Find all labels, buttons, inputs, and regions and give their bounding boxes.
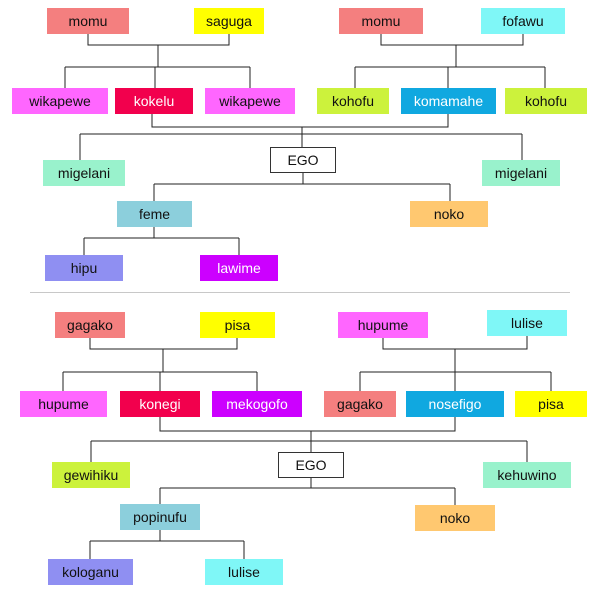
kin-node-m: nosefigo	[406, 391, 504, 417]
kin-node-fz1: hupume	[20, 391, 107, 417]
kin-node-fm: pisa	[200, 312, 275, 338]
kin-node-gc2: lulise	[205, 559, 283, 585]
connector-line	[87, 34, 230, 46]
kin-node-sibl: migelani	[43, 160, 125, 186]
kin-node-gc1: kologanu	[48, 559, 133, 585]
kin-node-fz1: wikapewe	[12, 88, 108, 114]
kin-node-c1: feme	[117, 201, 192, 227]
connector-line	[380, 34, 524, 46]
kin-node-sibr: kehuwino	[483, 462, 571, 488]
kin-node-fm: saguga	[194, 8, 264, 34]
kin-node-fz2: wikapewe	[205, 88, 295, 114]
kin-node-sibl: gewihiku	[52, 462, 130, 488]
kin-node-mb2: kohofu	[505, 88, 587, 114]
kin-node-mf: hupume	[338, 312, 428, 338]
kin-node-m: komamahe	[401, 88, 496, 114]
kin-node-ego: EGO	[270, 147, 336, 173]
kin-node-c1: popinufu	[120, 504, 200, 530]
kin-node-gc1: hipu	[45, 255, 123, 281]
kin-node-mb1: kohofu	[317, 88, 389, 114]
kin-node-mm: fofawu	[481, 8, 565, 34]
kin-node-f: kokelu	[115, 88, 193, 114]
diagram-1-connectors	[64, 34, 546, 255]
kin-node-mf: momu	[339, 8, 423, 34]
kin-node-f: konegi	[120, 391, 200, 417]
diagram-2-connectors	[62, 336, 552, 559]
kin-node-c2: noko	[410, 201, 488, 227]
kin-node-ff: momu	[47, 8, 129, 34]
connector-line	[89, 338, 238, 350]
kin-node-sibr: migelani	[482, 160, 560, 186]
kin-node-c2: noko	[415, 505, 495, 531]
kin-node-gc2: lawime	[200, 255, 278, 281]
kin-node-ego: EGO	[278, 452, 344, 478]
connector-line	[159, 417, 456, 432]
kin-node-mb1: gagako	[324, 391, 396, 417]
connector-line	[151, 114, 449, 128]
kin-node-mm: lulise	[487, 310, 567, 336]
kin-node-ff: gagako	[55, 312, 125, 338]
kin-node-mb2: pisa	[515, 391, 587, 417]
section-divider	[30, 292, 570, 293]
kin-node-fz2: mekogofo	[212, 391, 302, 417]
